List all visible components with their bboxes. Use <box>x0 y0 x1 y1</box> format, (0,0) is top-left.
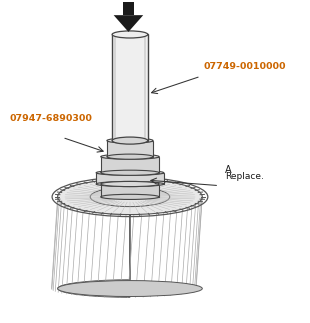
Bar <box>112 35 148 141</box>
Bar <box>101 157 159 173</box>
Ellipse shape <box>101 182 159 187</box>
Polygon shape <box>114 15 143 32</box>
Ellipse shape <box>107 154 153 159</box>
Ellipse shape <box>58 281 202 297</box>
Text: Replace.: Replace. <box>225 172 264 181</box>
Ellipse shape <box>101 194 159 199</box>
Text: 07947-6890300: 07947-6890300 <box>10 114 93 123</box>
Ellipse shape <box>112 137 148 144</box>
Ellipse shape <box>107 138 153 143</box>
Bar <box>101 184 159 197</box>
Ellipse shape <box>112 31 148 38</box>
Ellipse shape <box>58 179 202 214</box>
Ellipse shape <box>101 154 159 159</box>
Text: 07749-0010000: 07749-0010000 <box>204 62 286 71</box>
Ellipse shape <box>90 187 170 207</box>
Ellipse shape <box>101 170 159 175</box>
Ellipse shape <box>96 182 164 187</box>
Polygon shape <box>58 179 130 297</box>
Bar <box>96 173 164 184</box>
Bar <box>122 2 134 15</box>
Ellipse shape <box>96 170 164 175</box>
Bar <box>107 141 153 157</box>
Text: A: A <box>225 165 232 175</box>
